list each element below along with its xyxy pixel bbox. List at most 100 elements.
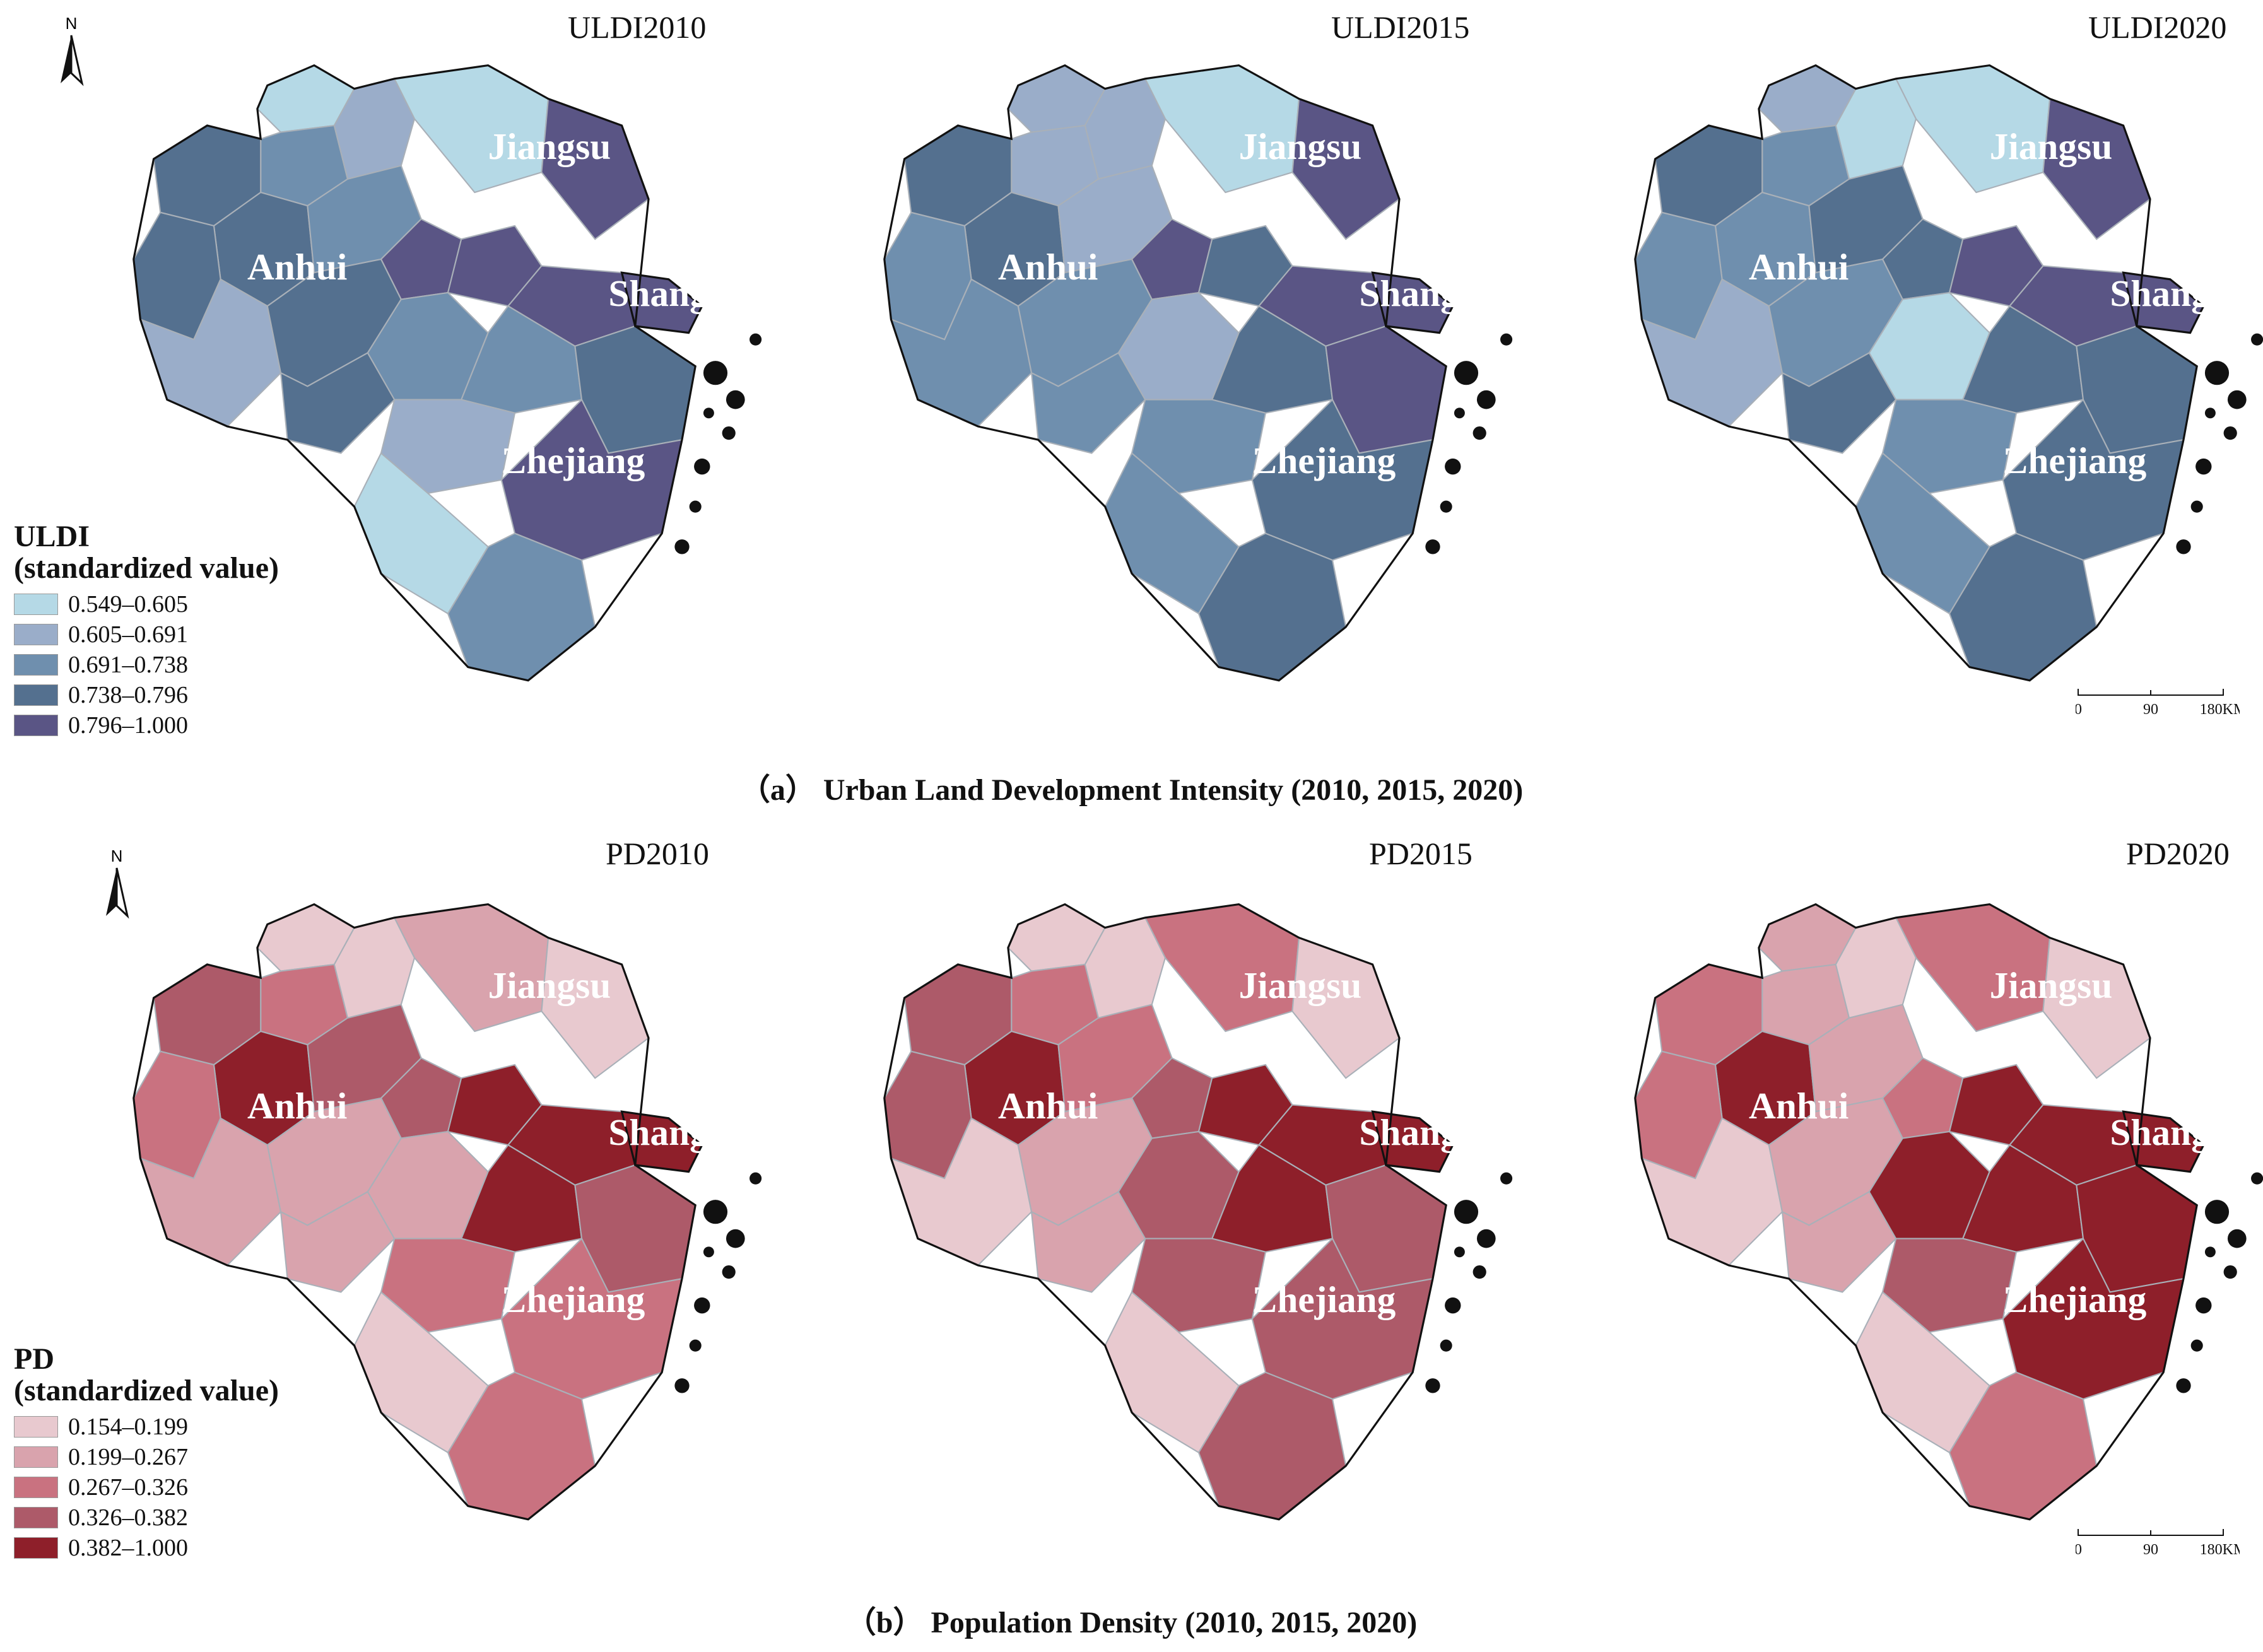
province-label: Anhui [247, 246, 347, 288]
legend-item: 0.738–0.796 [14, 680, 279, 710]
panel-title-pd2020: PD2020 [2126, 836, 2230, 871]
legend-label: 0.796–1.000 [68, 712, 188, 739]
island [726, 390, 745, 409]
island [1445, 458, 1461, 475]
north-arrow-icon: N [101, 845, 132, 921]
map-region [2042, 98, 2151, 240]
legend-label: 0.549–0.605 [68, 591, 188, 618]
legend-swatch [14, 1477, 58, 1498]
coastline [132, 64, 697, 682]
legend-item: 0.382–1.000 [14, 1533, 279, 1563]
panel-title-uldi2020: ULDI2020 [2088, 9, 2227, 45]
island [1476, 390, 1496, 409]
island [689, 500, 702, 513]
island [2251, 1172, 2263, 1185]
map-panel: Jiangsu Anhui Shanghai Zhejiang [132, 64, 762, 682]
map-region [541, 98, 650, 240]
island [2195, 1297, 2212, 1314]
panel-title-pd2015: PD2015 [1369, 836, 1472, 871]
map-region-shanghai [2122, 1110, 2205, 1173]
island [1425, 1378, 1440, 1393]
island [726, 1229, 745, 1248]
legend-swatch [14, 1507, 58, 1528]
island [2223, 426, 2237, 440]
province-label: Anhui [1749, 1085, 1849, 1127]
province-label: Jiangsu [1990, 964, 2113, 1006]
legend-item: 0.326–0.382 [14, 1503, 279, 1533]
island [2195, 458, 2212, 475]
island [1445, 1297, 1461, 1314]
panel-title-uldi2015: ULDI2015 [1331, 9, 1470, 45]
province-label: Shanghai [608, 1111, 758, 1153]
island [2176, 1378, 2191, 1393]
legend-swatch [14, 1416, 58, 1438]
province-label: Shanghai [1359, 1111, 1509, 1153]
pd-section: Jiangsu Anhui Shanghai Zhejiang Jiangsu Anhui… [0, 826, 2263, 1652]
province-label: Anhui [1749, 246, 1849, 288]
pd-maps: Jiangsu Anhui Shanghai Zhejiang Jiangsu Anhui… [132, 903, 2263, 1521]
province-label: Jiangsu [1239, 126, 1362, 167]
island [1454, 1246, 1465, 1258]
coastline [132, 903, 697, 1521]
panel-title-pd2010: PD2010 [606, 836, 709, 871]
map-region-shanghai [2122, 271, 2205, 334]
legend-subtitle: (standardized value) [14, 1374, 279, 1407]
island [2251, 333, 2263, 346]
island [722, 1265, 736, 1279]
province-label: Anhui [998, 246, 1098, 288]
scale-bar: 0 90 180KM [2076, 686, 2240, 724]
legend-item: 0.549–0.605 [14, 589, 279, 619]
island [2227, 1229, 2247, 1248]
province-label: Jiangsu [1239, 964, 1362, 1006]
legend-swatch [14, 654, 58, 676]
legend-label: 0.154–0.199 [68, 1414, 188, 1440]
pd-legend: PD (standardized value) 0.154–0.199 0.19… [14, 1344, 279, 1563]
island [1454, 1200, 1479, 1224]
island [2190, 500, 2203, 513]
map-region [2042, 937, 2151, 1079]
island [703, 407, 714, 419]
legend-swatch [14, 684, 58, 706]
legend-item: 0.691–0.738 [14, 650, 279, 680]
scale-bar: 0 90 180KM [2076, 1526, 2240, 1564]
map-region [1291, 937, 1401, 1079]
island [1476, 1229, 1496, 1248]
island [674, 539, 690, 554]
legend-label: 0.738–0.796 [68, 682, 188, 708]
island [1454, 361, 1479, 385]
province-label: Jiangsu [1990, 126, 2113, 167]
uldi-maps: Jiangsu Anhui Shanghai Zhejiang Jiangsu Anhui… [132, 64, 2263, 682]
legend-swatch [14, 594, 58, 615]
legend-swatch [14, 1446, 58, 1468]
scale-tick-180: 180KM [2200, 1542, 2240, 1558]
province-label: Jiangsu [488, 126, 611, 167]
province-label: Shanghai [1359, 272, 1509, 314]
island [2176, 539, 2191, 554]
map-region [541, 937, 650, 1079]
map-region-shanghai [620, 271, 703, 334]
legend-label: 0.605–0.691 [68, 621, 188, 648]
legend-item: 0.796–1.000 [14, 710, 279, 741]
island [694, 1297, 710, 1314]
province-label: Zhejiang [502, 1279, 645, 1320]
island [2204, 361, 2230, 385]
island [694, 458, 710, 475]
island [1472, 1265, 1486, 1279]
panel-title-uldi2010: ULDI2010 [568, 9, 707, 45]
legend-label: 0.199–0.267 [68, 1444, 188, 1470]
legend-label: 0.382–1.000 [68, 1535, 188, 1561]
coastline [1634, 64, 2198, 682]
legend-subtitle: (standardized value) [14, 551, 279, 585]
map-panel: Jiangsu Anhui Shanghai Zhejiang [883, 903, 1513, 1521]
legend-item: 0.199–0.267 [14, 1442, 279, 1472]
north-label: N [111, 847, 123, 865]
island [1500, 1172, 1513, 1185]
island [749, 333, 762, 346]
island [674, 1378, 690, 1393]
island [689, 1339, 702, 1352]
province-label: Jiangsu [488, 964, 611, 1006]
north-arrow-icon: N [56, 13, 87, 88]
legend-label: 0.691–0.738 [68, 652, 188, 678]
map-region-shanghai [1371, 271, 1454, 334]
legend-item: 0.605–0.691 [14, 619, 279, 650]
